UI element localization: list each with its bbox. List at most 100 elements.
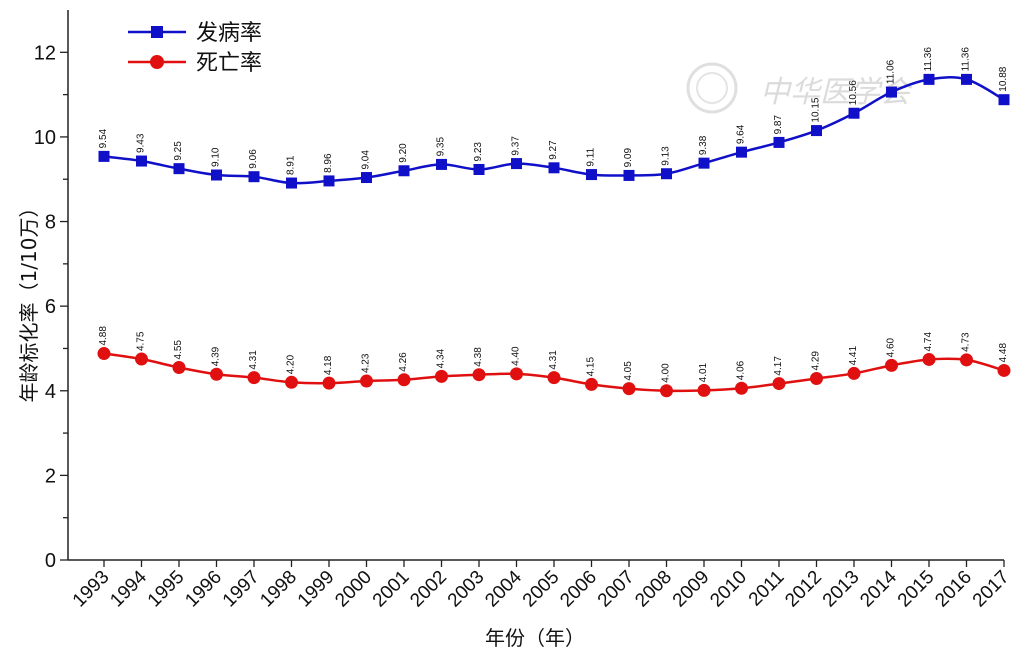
x-tick-label: 2011 xyxy=(745,567,789,611)
point-1-10 xyxy=(472,368,486,382)
data-label-1-8: 4.26 xyxy=(398,352,409,372)
data-label-1-3: 4.39 xyxy=(211,346,222,366)
data-label-1-10: 4.38 xyxy=(473,347,484,367)
point-1-16 xyxy=(697,383,711,397)
legend: 发病率 死亡率 xyxy=(128,21,262,76)
point-0-9 xyxy=(436,158,447,170)
data-label-1-24: 4.48 xyxy=(998,343,1009,363)
data-label-0-16: 9.38 xyxy=(698,135,709,155)
data-label-1-16: 4.01 xyxy=(698,362,709,382)
x-tick-label: 2014 xyxy=(856,566,901,611)
data-label-1-23: 4.73 xyxy=(961,332,972,352)
y-axis-title: 年龄标化率（1/10万） xyxy=(17,198,41,403)
point-0-5 xyxy=(286,177,297,189)
seal-logo-icon xyxy=(686,62,738,114)
x-tick-label: 2012 xyxy=(781,567,826,612)
data-label-1-2: 4.55 xyxy=(173,340,184,360)
seal-logo-inner xyxy=(696,72,728,104)
point-0-3 xyxy=(211,169,222,181)
point-1-18 xyxy=(772,377,786,391)
data-label-0-13: 9.11 xyxy=(586,147,597,166)
point-1-20 xyxy=(847,366,861,380)
data-label-1-12: 4.31 xyxy=(548,350,559,370)
data-label-0-1: 9.43 xyxy=(136,133,147,153)
point-0-21 xyxy=(886,86,897,98)
point-1-9 xyxy=(435,369,448,383)
data-label-1-21: 4.60 xyxy=(886,337,897,357)
data-label-0-4: 9.06 xyxy=(248,149,259,169)
x-tick-label: 2000 xyxy=(331,567,376,612)
point-0-14 xyxy=(623,169,635,181)
data-label-0-14: 9.09 xyxy=(623,148,634,168)
point-0-20 xyxy=(848,107,860,119)
point-1-1 xyxy=(135,352,148,366)
point-0-8 xyxy=(398,165,410,177)
data-label-0-0: 9.54 xyxy=(98,128,109,148)
data-label-1-7: 4.23 xyxy=(361,353,372,373)
data-label-0-2: 9.25 xyxy=(173,141,184,161)
data-label-1-13: 4.15 xyxy=(586,357,597,377)
x-tick-label: 2016 xyxy=(931,567,976,612)
point-0-24 xyxy=(998,94,1010,106)
x-tick-label: 2010 xyxy=(706,567,751,612)
data-label-1-1: 4.75 xyxy=(136,331,147,351)
point-1-12 xyxy=(547,371,561,385)
watermark: 中华医学会 xyxy=(686,62,913,114)
point-1-13 xyxy=(585,377,598,391)
x-tick-label: 2004 xyxy=(481,566,526,611)
x-tick-label: 2001 xyxy=(369,567,414,612)
point-0-2 xyxy=(173,163,185,175)
point-1-7 xyxy=(360,374,373,388)
x-tick-label: 2017 xyxy=(969,567,1014,612)
point-1-22 xyxy=(922,352,936,366)
data-label-0-17: 9.64 xyxy=(736,124,747,144)
data-label-1-9: 4.34 xyxy=(436,348,447,368)
data-label-0-7: 9.04 xyxy=(361,150,372,170)
y-tick-label: 10 xyxy=(34,127,56,149)
x-tick-label: 1996 xyxy=(181,567,226,612)
point-0-0 xyxy=(98,150,110,162)
x-tick-label: 2007 xyxy=(594,567,639,612)
x-tick-label: 2005 xyxy=(519,567,564,612)
x-tick-label: 2006 xyxy=(556,567,601,612)
point-1-8 xyxy=(397,373,411,387)
x-tick-label: 1997 xyxy=(219,567,264,612)
point-0-6 xyxy=(323,175,335,187)
legend-label-incidence: 发病率 xyxy=(196,21,262,46)
x-tick-label: 1993 xyxy=(69,567,114,612)
data-label-0-9: 9.35 xyxy=(436,137,447,157)
data-label-0-21: 11.06 xyxy=(886,59,897,84)
point-1-21 xyxy=(885,358,898,372)
point-1-3 xyxy=(210,367,223,381)
x-tick-label: 2002 xyxy=(406,567,451,612)
point-0-16 xyxy=(698,157,710,169)
data-label-0-6: 8.96 xyxy=(323,153,334,173)
data-label-0-20: 10.56 xyxy=(848,80,859,105)
y-tick-label: 0 xyxy=(45,550,56,572)
data-label-0-3: 9.10 xyxy=(211,147,222,167)
point-0-11 xyxy=(511,158,522,170)
legend-marker-mortality xyxy=(150,55,164,69)
data-label-1-4: 4.31 xyxy=(248,350,259,370)
point-0-23 xyxy=(961,73,972,85)
point-1-14 xyxy=(622,382,636,396)
y-tick-label: 4 xyxy=(45,381,56,403)
point-0-7 xyxy=(361,172,372,184)
y-tick-label: 2 xyxy=(45,465,56,487)
data-label-1-19: 4.29 xyxy=(811,351,822,371)
point-0-1 xyxy=(136,155,147,167)
data-label-1-11: 4.40 xyxy=(511,346,522,366)
point-0-19 xyxy=(811,125,822,137)
point-1-17 xyxy=(735,381,748,395)
point-1-11 xyxy=(510,367,523,381)
x-tick-label: 2008 xyxy=(631,567,676,612)
data-label-1-22: 4.74 xyxy=(923,332,934,352)
point-0-4 xyxy=(248,171,260,183)
point-1-5 xyxy=(285,375,298,389)
point-0-17 xyxy=(736,146,747,158)
data-label-0-19: 10.15 xyxy=(811,97,822,122)
point-1-23 xyxy=(960,353,973,367)
point-0-10 xyxy=(473,164,485,175)
x-tick-label: 1994 xyxy=(106,566,151,611)
